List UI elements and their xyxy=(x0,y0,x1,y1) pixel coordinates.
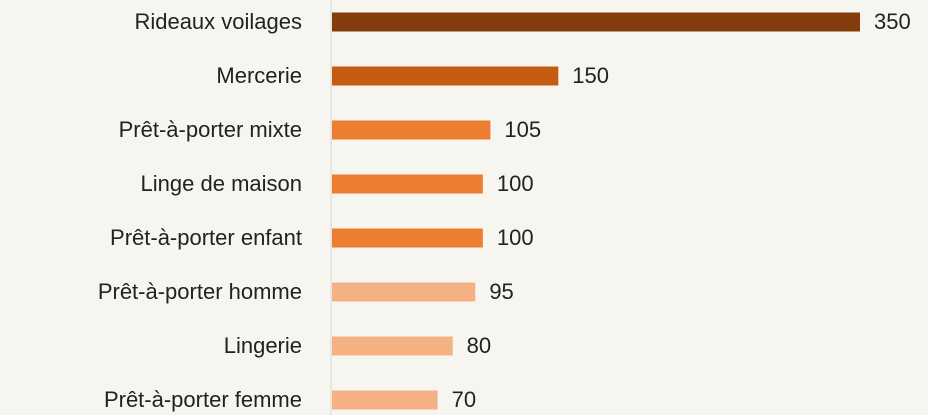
bar xyxy=(332,174,483,194)
bar xyxy=(332,228,483,248)
bar xyxy=(332,12,860,32)
bar xyxy=(332,66,559,86)
category-label: Prêt-à-porter mixte xyxy=(119,117,302,142)
bar xyxy=(332,390,438,410)
category-label: Rideaux voilages xyxy=(134,9,302,34)
value-label: 150 xyxy=(572,63,609,88)
category-label: Lingerie xyxy=(224,333,302,358)
bar xyxy=(332,336,453,356)
bar xyxy=(332,120,491,140)
value-label: 70 xyxy=(452,387,476,412)
bar xyxy=(332,282,476,302)
category-label: Prêt-à-porter enfant xyxy=(110,225,302,250)
value-label: 95 xyxy=(489,279,513,304)
category-label: Linge de maison xyxy=(141,171,302,196)
category-label: Prêt-à-porter femme xyxy=(104,387,302,412)
category-label: Mercerie xyxy=(216,63,302,88)
value-label: 100 xyxy=(497,225,534,250)
value-label: 100 xyxy=(497,171,534,196)
value-label: 105 xyxy=(504,117,541,142)
value-label: 350 xyxy=(874,9,911,34)
category-label: Prêt-à-porter homme xyxy=(98,279,302,304)
value-label: 80 xyxy=(467,333,491,358)
